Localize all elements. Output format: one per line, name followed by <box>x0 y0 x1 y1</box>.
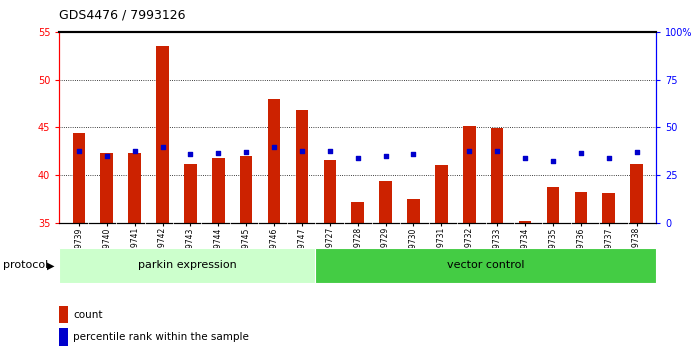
Point <box>297 149 308 154</box>
Bar <box>315 248 656 283</box>
Bar <box>407 199 419 223</box>
Point <box>631 149 642 155</box>
Point <box>185 152 196 157</box>
Text: ▶: ▶ <box>47 261 55 270</box>
Point <box>213 150 224 156</box>
Bar <box>240 156 253 223</box>
Bar <box>128 153 141 223</box>
Bar <box>59 248 315 283</box>
Point <box>269 144 280 149</box>
Bar <box>519 221 531 223</box>
Point <box>519 155 530 161</box>
Bar <box>463 126 475 223</box>
Bar <box>59 328 68 346</box>
Bar <box>212 158 225 223</box>
Bar <box>547 187 559 223</box>
Bar <box>156 46 169 223</box>
Bar <box>435 165 447 223</box>
Bar <box>574 193 587 223</box>
Bar <box>184 164 197 223</box>
Point <box>352 155 364 161</box>
Bar <box>59 306 68 323</box>
Text: GDS4476 / 7993126: GDS4476 / 7993126 <box>59 9 186 22</box>
Point <box>241 149 252 155</box>
Bar <box>101 153 113 223</box>
Bar <box>73 133 85 223</box>
Point <box>325 149 336 154</box>
Bar <box>324 160 336 223</box>
Bar <box>630 164 643 223</box>
Text: vector control: vector control <box>447 261 524 270</box>
Text: protocol: protocol <box>3 261 49 270</box>
Text: count: count <box>73 310 103 320</box>
Bar <box>491 129 503 223</box>
Point <box>101 153 112 159</box>
Point <box>380 153 391 159</box>
Bar <box>268 99 281 223</box>
Point <box>603 155 614 161</box>
Bar <box>602 193 615 223</box>
Point <box>129 149 140 154</box>
Point <box>575 150 586 156</box>
Text: parkin expression: parkin expression <box>138 261 237 270</box>
Bar <box>352 202 364 223</box>
Point <box>408 152 419 157</box>
Point <box>491 149 503 154</box>
Bar <box>296 110 309 223</box>
Point <box>547 158 558 164</box>
Point <box>463 149 475 154</box>
Point <box>73 149 84 154</box>
Text: percentile rank within the sample: percentile rank within the sample <box>73 332 249 342</box>
Bar <box>379 181 392 223</box>
Point <box>157 144 168 149</box>
